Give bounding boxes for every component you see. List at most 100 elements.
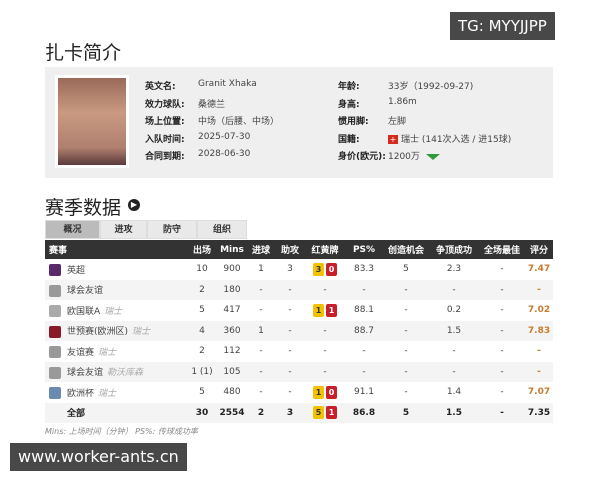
ps-cell: - <box>345 361 383 382</box>
competition-name: 欧洲杯 <box>67 388 95 399</box>
chances-cell: - <box>404 305 408 316</box>
info-label: 入队时间: <box>145 134 185 145</box>
info-value: Granit Xhaka <box>198 79 257 89</box>
competition-name: 全部 <box>67 409 86 419</box>
info-label: 英文名: <box>145 82 176 92</box>
table-row[interactable]: 友谊赛 瑞士 2 112 - - - - - - - - <box>45 341 553 362</box>
info-value-text: 2025-07-30 <box>198 131 251 142</box>
column-header: 创造机会 <box>383 240 429 259</box>
assists-cell: - <box>275 279 305 300</box>
info-value-text: 33岁（1992-09-27) <box>388 82 474 92</box>
column-header: PS% <box>345 240 383 259</box>
tab-attack[interactable]: 进攻 <box>100 220 147 239</box>
motm-cell: - <box>479 402 525 423</box>
table-row[interactable]: 世预赛(欧洲区) 瑞士 4 360 1- - 88.7-1.5- 7.83 <box>45 320 553 341</box>
competition-name: 球会友谊 <box>67 368 104 378</box>
info-label: 合同到期: <box>145 152 185 162</box>
cards-cell: - <box>323 346 327 357</box>
table-row[interactable]: 球会友谊 2 180- - - ---- - <box>45 279 553 300</box>
goals-cell: - <box>247 361 275 382</box>
rating-cell: 7.83 <box>525 320 553 341</box>
premier-league-icon <box>49 264 61 276</box>
rating-cell: 7.02 <box>527 305 551 316</box>
team-name: 瑞士 <box>104 306 123 317</box>
table-row[interactable]: 球会友谊 勒沃库森 1 (1) 105- - - ---- - <box>45 361 553 382</box>
column-header: 红黄牌 <box>305 240 345 259</box>
chances-cell: - <box>383 361 429 382</box>
column-header: 全场最佳 <box>479 240 525 259</box>
ps-cell: - <box>345 279 383 300</box>
info-value-text: 1200万 <box>388 152 420 162</box>
goals-cell: 1 <box>247 320 275 341</box>
chances-cell: - <box>383 320 429 341</box>
chances-cell: 5 <box>403 264 409 275</box>
friendly-icon <box>49 366 61 379</box>
competition-name: 英超 <box>67 265 86 276</box>
ps-cell: 88.7 <box>345 320 383 341</box>
assists-cell: - <box>288 387 292 398</box>
motm-cell: - <box>479 279 525 300</box>
chances-cell: 5 <box>383 402 429 423</box>
mins-cell: 900 <box>223 264 241 275</box>
aerials-cell: - <box>452 346 456 357</box>
red-card-count: 0 <box>326 385 337 399</box>
competition-cell: 世预赛(欧洲区) 瑞士 <box>45 320 187 341</box>
info-value-text: Granit Xhaka <box>198 79 257 89</box>
euro-icon <box>49 387 61 399</box>
column-header: 争顶成功 <box>429 240 479 259</box>
ps-cell: 83.3 <box>353 264 375 275</box>
assists-cell: 3 <box>287 264 293 275</box>
competition-cell: 球会友谊 <box>45 279 187 300</box>
apps-cell: 4 <box>187 320 217 341</box>
apps-cell: 2 <box>187 279 217 300</box>
column-header: 出场 <box>187 240 217 259</box>
info-value: 1200万 <box>388 149 440 162</box>
info-value-text: 左脚 <box>388 117 407 127</box>
player-photo <box>55 75 129 168</box>
cards-cell: - <box>305 320 345 341</box>
aerials-cell: - <box>429 361 479 382</box>
rating-cell: 7.35 <box>525 402 553 423</box>
column-header: 助攻 <box>275 240 305 259</box>
apps-cell: 5 <box>199 387 205 398</box>
friendly-icon <box>49 284 61 297</box>
info-value-text: 中场（后腰、中场） <box>198 117 280 127</box>
tab-defense[interactable]: 防守 <box>147 220 197 239</box>
rating-cell: - <box>525 279 553 300</box>
info-value: 2025-07-30 <box>198 132 250 142</box>
column-header: 进球 <box>247 240 275 259</box>
rating-cell: 7.07 <box>527 387 551 398</box>
info-value-text: 1.86m <box>388 96 417 107</box>
arrow-right-icon[interactable]: ▶ <box>128 199 140 211</box>
chances-cell: - <box>383 279 429 300</box>
profile-title: 扎卡简介 <box>45 42 122 64</box>
chances-cell: - <box>404 346 408 357</box>
competition-cell: 友谊赛 瑞士 <box>45 341 187 362</box>
aerials-cell: 2.3 <box>446 264 462 275</box>
column-header: 评分 <box>525 240 553 259</box>
apps-cell: 1 (1) <box>187 361 217 382</box>
rating-cell: 7.47 <box>527 264 551 275</box>
column-header: 赛事 <box>45 240 187 259</box>
yellow-card-count: 3 <box>313 262 324 276</box>
mins-cell: 480 <box>223 387 241 398</box>
tab-overview[interactable]: 概况 <box>45 220 100 239</box>
assists-cell: - <box>275 320 305 341</box>
motm-cell: - <box>500 346 504 357</box>
competition-cell: 英超 <box>45 259 187 280</box>
goals-cell: - <box>247 279 275 300</box>
team-name: 瑞士 <box>98 388 117 399</box>
apps-cell: 30 <box>187 402 217 423</box>
assists-cell: - <box>288 346 292 357</box>
team-name: 瑞士 <box>132 327 151 337</box>
season-title: 赛季数据 <box>45 197 122 219</box>
info-value: 中场（后腰、中场） <box>198 114 279 127</box>
info-value: 1.86m <box>388 97 417 107</box>
competition-cell: 球会友谊 勒沃库森 <box>45 361 187 382</box>
tab-organization[interactable]: 组织 <box>197 220 247 239</box>
profile-info-box: 英文名: Granit Xhaka 效力球队: 桑德兰 场上位置: 中场（后腰、中场… <box>45 67 553 178</box>
